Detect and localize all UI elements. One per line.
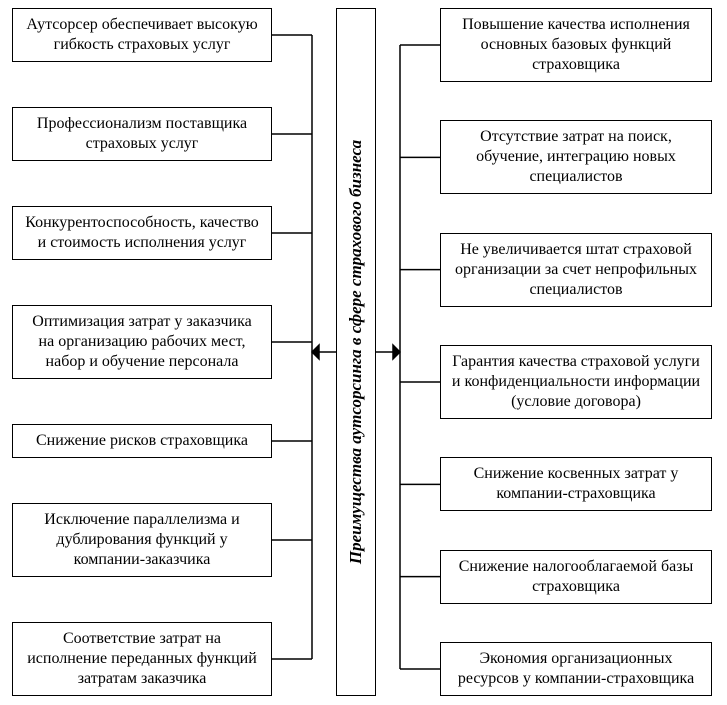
- right-box-4-text: Снижение косвенных затрат у компании-стр…: [451, 464, 701, 504]
- right-box-0: Повышение качества исполнения основных б…: [440, 8, 712, 82]
- right-column: Повышение качества исполнения основных б…: [440, 8, 712, 696]
- left-box-2: Конкурентоспособность, качество и стоимо…: [12, 206, 272, 260]
- right-box-4: Снижение косвенных затрат у компании-стр…: [440, 457, 712, 511]
- right-box-0-text: Повышение качества исполнения основных б…: [451, 15, 701, 75]
- left-box-0-text: Аутсорсер обеспечивает высокую гибкость …: [23, 15, 261, 55]
- right-box-1: Отсутствие затрат на поиск, обучение, ин…: [440, 120, 712, 194]
- right-box-5: Снижение налогооблагаемой базы страховщи…: [440, 550, 712, 604]
- right-box-3: Гарантия качества страховой услуги и кон…: [440, 345, 712, 419]
- left-box-4-text: Снижение рисков страховщика: [36, 431, 248, 451]
- left-box-1-text: Профессионализм поставщика страховых усл…: [23, 114, 261, 154]
- left-box-2-text: Конкурентоспособность, качество и стоимо…: [23, 213, 261, 253]
- left-column: Аутсорсер обеспечивает высокую гибкость …: [12, 8, 272, 696]
- center-box: Преимущества аутсорсинга в сфере страхов…: [336, 8, 376, 696]
- left-box-3-text: Оптимизация затрат у заказчика на органи…: [23, 312, 261, 372]
- left-box-1: Профессионализм поставщика страховых усл…: [12, 107, 272, 161]
- right-box-6-text: Экономия организационных ресурсов у комп…: [451, 649, 701, 689]
- left-box-5-text: Исключение параллелизма и дублирования ф…: [23, 510, 261, 570]
- left-box-3: Оптимизация затрат у заказчика на органи…: [12, 305, 272, 379]
- right-box-5-text: Снижение налогооблагаемой базы страховщи…: [451, 557, 701, 597]
- center-label: Преимущества аутсорсинга в сфере страхов…: [346, 140, 366, 564]
- left-box-4: Снижение рисков страховщика: [12, 424, 272, 458]
- left-box-0: Аутсорсер обеспечивает высокую гибкость …: [12, 8, 272, 62]
- right-box-2: Не увеличивается штат страховой организа…: [440, 233, 712, 307]
- right-box-1-text: Отсутствие затрат на поиск, обучение, ин…: [451, 127, 701, 187]
- left-box-6: Соответствие затрат на исполнение переда…: [12, 622, 272, 696]
- right-box-3-text: Гарантия качества страховой услуги и кон…: [451, 352, 701, 412]
- left-box-6-text: Соответствие затрат на исполнение переда…: [23, 629, 261, 689]
- right-box-6: Экономия организационных ресурсов у комп…: [440, 642, 712, 696]
- left-box-5: Исключение параллелизма и дублирования ф…: [12, 503, 272, 577]
- right-box-2-text: Не увеличивается штат страховой организа…: [451, 240, 701, 300]
